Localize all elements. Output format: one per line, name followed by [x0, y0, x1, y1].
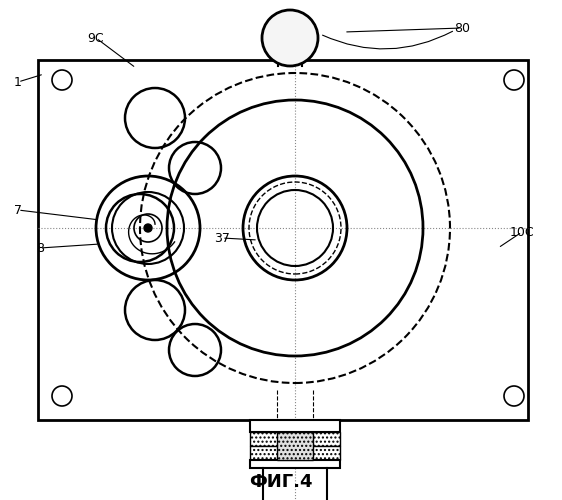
Text: 8: 8 [36, 242, 44, 254]
Text: 9C: 9C [88, 32, 105, 44]
Bar [277, 432, 313, 460]
Bar [250, 446, 340, 460]
Text: 80: 80 [454, 22, 470, 35]
Text: 1: 1 [14, 76, 22, 88]
Text: 37: 37 [214, 232, 230, 244]
Circle shape [144, 224, 152, 232]
Bar [250, 420, 340, 432]
Text: ФИГ.4: ФИГ.4 [250, 473, 312, 491]
Text: 7: 7 [14, 204, 22, 216]
Bar [38, 60, 528, 420]
Bar [250, 460, 340, 468]
Bar [250, 432, 340, 446]
Text: 10C: 10C [510, 226, 534, 238]
Circle shape [262, 10, 318, 66]
